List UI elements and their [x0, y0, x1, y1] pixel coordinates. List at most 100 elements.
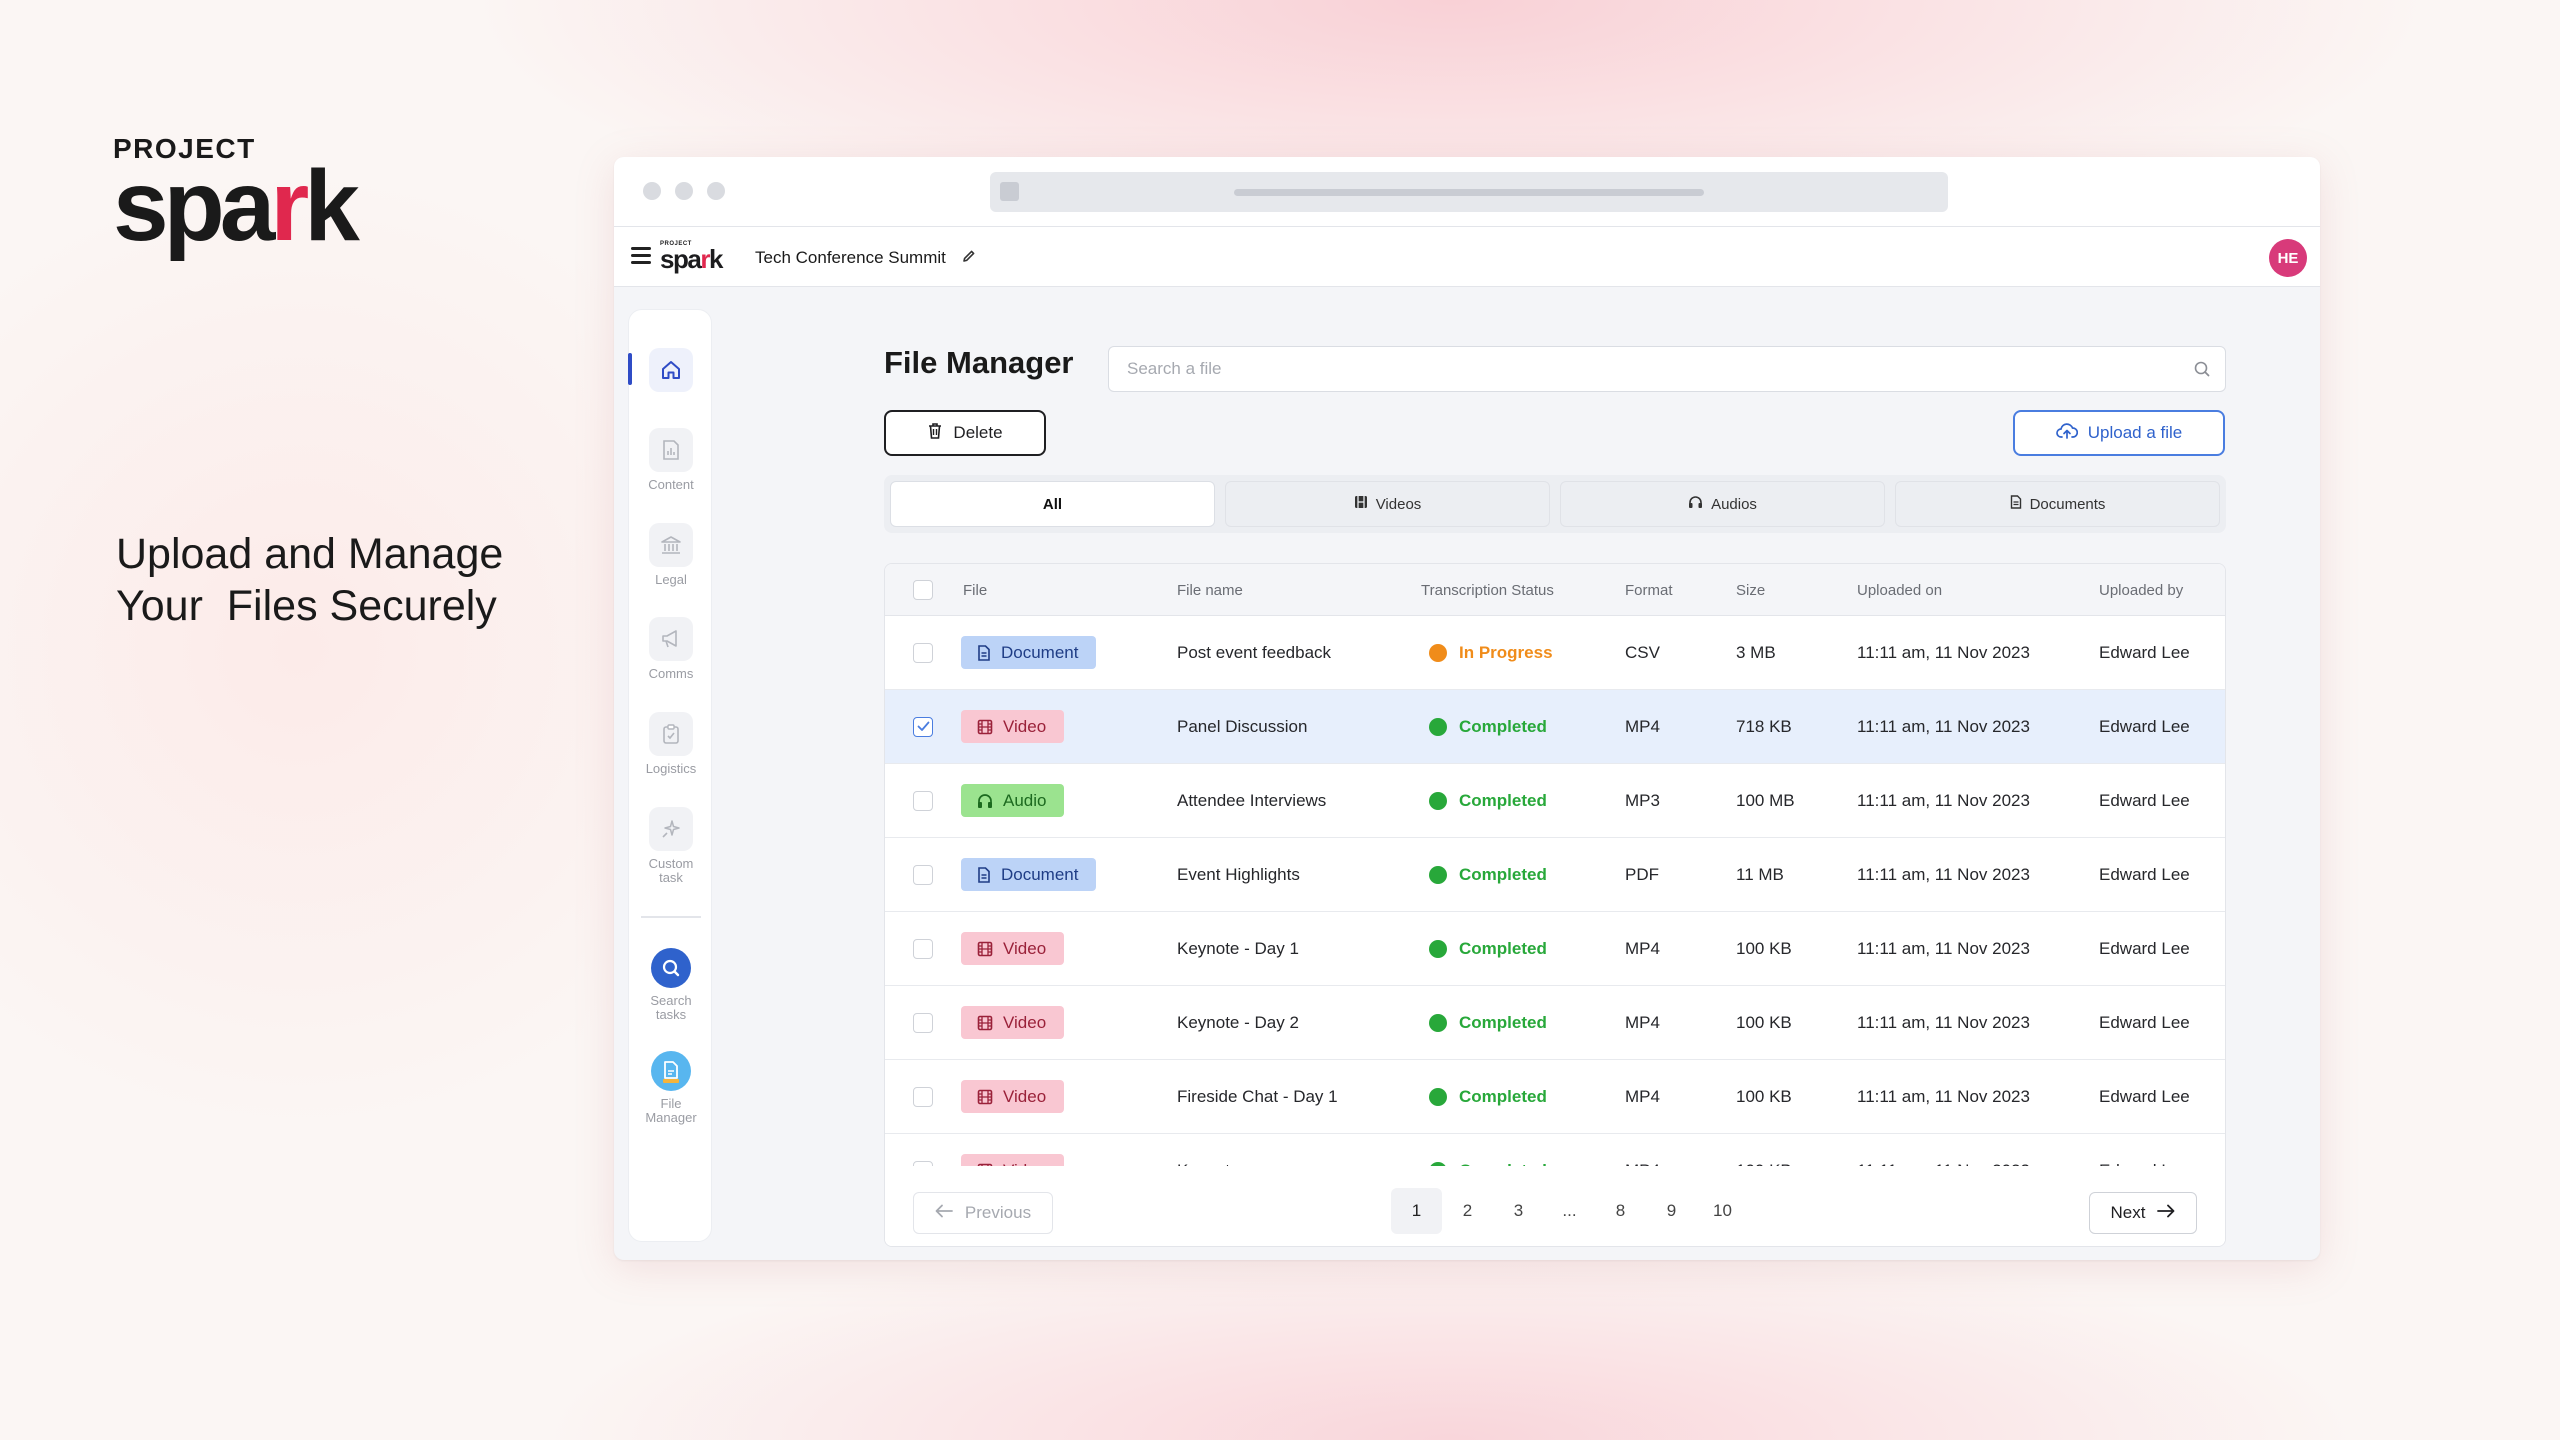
sidebar-divider: [641, 916, 701, 918]
window-maximize-dot[interactable]: [707, 182, 725, 200]
file-type-label: Document: [1001, 864, 1079, 884]
table-row[interactable]: Document Event Highlights Completed PDF 11 M…: [885, 838, 2225, 912]
row-checkbox[interactable]: [913, 716, 933, 737]
file-type-badge: Video: [961, 1154, 1065, 1166]
page-number-button[interactable]: 1: [1391, 1188, 1442, 1234]
film-icon: [977, 1163, 993, 1166]
edit-title-icon[interactable]: [962, 249, 976, 267]
file-name[interactable]: Post event feedback: [1177, 642, 1332, 662]
film-icon: [977, 1015, 993, 1031]
file-size: 11 MB: [1736, 864, 1784, 884]
uploaded-by: Edward Lee: [2099, 1012, 2190, 1032]
page-numbers: 1 2 3... 8 9 10: [1391, 1188, 1748, 1234]
previous-label: Previous: [964, 1203, 1032, 1222]
file-name[interactable]: Keynote - Day 2: [1177, 1012, 1299, 1032]
file-name[interactable]: Panel Discussion: [1177, 716, 1308, 736]
file-type-label: Video: [1003, 1086, 1047, 1106]
status-text: Completed: [1459, 1161, 1547, 1167]
file-type-label: Document: [1001, 642, 1079, 662]
header-file-name: File name: [1177, 582, 1243, 599]
header-logo-small: PROJECT: [660, 241, 692, 247]
sidebar-item-comms[interactable]: Comms: [629, 617, 713, 681]
table-row[interactable]: Document Post event feedback In Progress CS…: [885, 616, 2225, 690]
arrow-left-icon: [935, 1203, 953, 1223]
row-checkbox[interactable]: [913, 864, 933, 885]
sidebar-item-home[interactable]: [629, 348, 713, 392]
file-type-badge: Document: [961, 858, 1097, 891]
upload-file-button[interactable]: Upload a file: [2013, 410, 2225, 456]
sidebar-item-file-manager[interactable]: File Manager: [629, 1051, 713, 1125]
search-input[interactable]: [1109, 347, 2169, 391]
file-name[interactable]: Keynote - Day 1: [1177, 938, 1299, 958]
status-text: Completed: [1459, 790, 1547, 810]
file-format: MP4: [1625, 1086, 1660, 1106]
row-checkbox[interactable]: [913, 1160, 933, 1166]
file-name[interactable]: Attendee Interviews: [1177, 790, 1327, 810]
avatar[interactable]: HE: [2269, 239, 2307, 277]
search-icon[interactable]: [2193, 360, 2211, 383]
status-dot-icon: [1429, 939, 1447, 958]
menu-icon[interactable]: [631, 247, 651, 265]
tab-documents[interactable]: Documents: [1895, 481, 2220, 527]
previous-page-button[interactable]: Previous: [913, 1192, 1053, 1234]
file-format: MP4: [1625, 1134, 1660, 1167]
pagination: Previous 1 2 3... 8 9 10 Next: [885, 1166, 2225, 1246]
film-icon: [1354, 495, 1368, 513]
project-title: Tech Conference Summit: [755, 248, 946, 267]
row-checkbox[interactable]: [913, 1012, 933, 1033]
table-row[interactable]: Video Panel Discussion Completed MP4 718 KB 1…: [885, 690, 2225, 764]
tab-audios[interactable]: Audios: [1560, 481, 1885, 527]
page-number-button[interactable]: 3: [1513, 1201, 1524, 1220]
sidebar-item-search-tasks[interactable]: Search tasks: [629, 948, 713, 1022]
tab-all[interactable]: All: [890, 481, 1215, 527]
window-minimize-dot[interactable]: [675, 182, 693, 200]
table-row[interactable]: Video Keynote Completed MP4 100 KB 11:11 am, …: [885, 1134, 2225, 1166]
address-bar[interactable]: [990, 172, 1948, 212]
table-row[interactable]: Video Keynote - Day 1 Completed MP4 100 KB 11…: [885, 912, 2225, 986]
window-close-dot[interactable]: [643, 182, 661, 200]
table-row[interactable]: Video Keynote - Day 2 Completed MP4 100 KB 11…: [885, 986, 2225, 1060]
tab-videos-label: Videos: [1375, 495, 1422, 513]
row-checkbox[interactable]: [913, 938, 933, 959]
sidebar-item-logistics[interactable]: Logistics: [629, 712, 713, 776]
file-table: File File name Transcription Status Form…: [884, 563, 2226, 1247]
file-name[interactable]: Keynote: [1177, 1134, 1239, 1167]
row-checkbox[interactable]: [913, 790, 933, 811]
select-all-checkbox[interactable]: [913, 580, 933, 600]
page-number-button[interactable]: 8: [1615, 1201, 1626, 1220]
logo-spark-text: spark: [113, 150, 360, 262]
header-size: Size: [1736, 582, 1766, 599]
browser-chrome: [614, 157, 2320, 227]
file-manager-icon: [651, 1051, 691, 1091]
tab-videos[interactable]: Videos: [1225, 481, 1550, 527]
next-label: Next: [2110, 1203, 2146, 1222]
megaphone-icon: [649, 617, 693, 661]
page-number-button[interactable]: 10: [1713, 1201, 1732, 1220]
sidebar-item-legal[interactable]: Legal: [629, 523, 713, 587]
header-uploaded-by: Uploaded by: [2099, 582, 2184, 599]
sidebar-item-content[interactable]: Content: [629, 428, 713, 492]
table-row[interactable]: Video Fireside Chat - Day 1 Completed MP4 10…: [885, 1060, 2225, 1134]
file-type-label: Video: [1003, 1012, 1047, 1032]
header-logo[interactable]: PROJECT spark: [660, 241, 723, 272]
page-number-button[interactable]: 2: [1462, 1201, 1473, 1220]
file-name[interactable]: Fireside Chat - Day 1: [1177, 1086, 1338, 1106]
file-size: 100 KB: [1736, 1086, 1792, 1106]
file-name[interactable]: Event Highlights: [1177, 864, 1300, 884]
page-number-button[interactable]: 9: [1666, 1201, 1677, 1220]
row-checkbox[interactable]: [913, 1086, 933, 1107]
file-size: 100 MB: [1736, 790, 1795, 810]
sidebar-item-custom-task[interactable]: Custom task: [629, 807, 713, 885]
sidebar-label-legal: Legal: [655, 572, 687, 587]
uploaded-by: Edward Lee: [2099, 1134, 2190, 1167]
uploaded-on: 11:11 am, 11 Nov 2023: [1857, 716, 2030, 736]
tagline-line-2: Your Files Securely: [116, 582, 497, 630]
file-type-label: Video: [1003, 716, 1047, 736]
uploaded-by: Edward Lee: [2099, 790, 2190, 810]
file-size: 100 KB: [1736, 1012, 1792, 1032]
row-checkbox[interactable]: [913, 642, 933, 663]
next-page-button[interactable]: Next: [2089, 1192, 2197, 1234]
table-row[interactable]: Audio Attendee Interviews Completed MP3 100 …: [885, 764, 2225, 838]
delete-button[interactable]: Delete: [884, 410, 1046, 456]
app-header: PROJECT spark Tech Conference Summit HE: [614, 227, 2320, 287]
